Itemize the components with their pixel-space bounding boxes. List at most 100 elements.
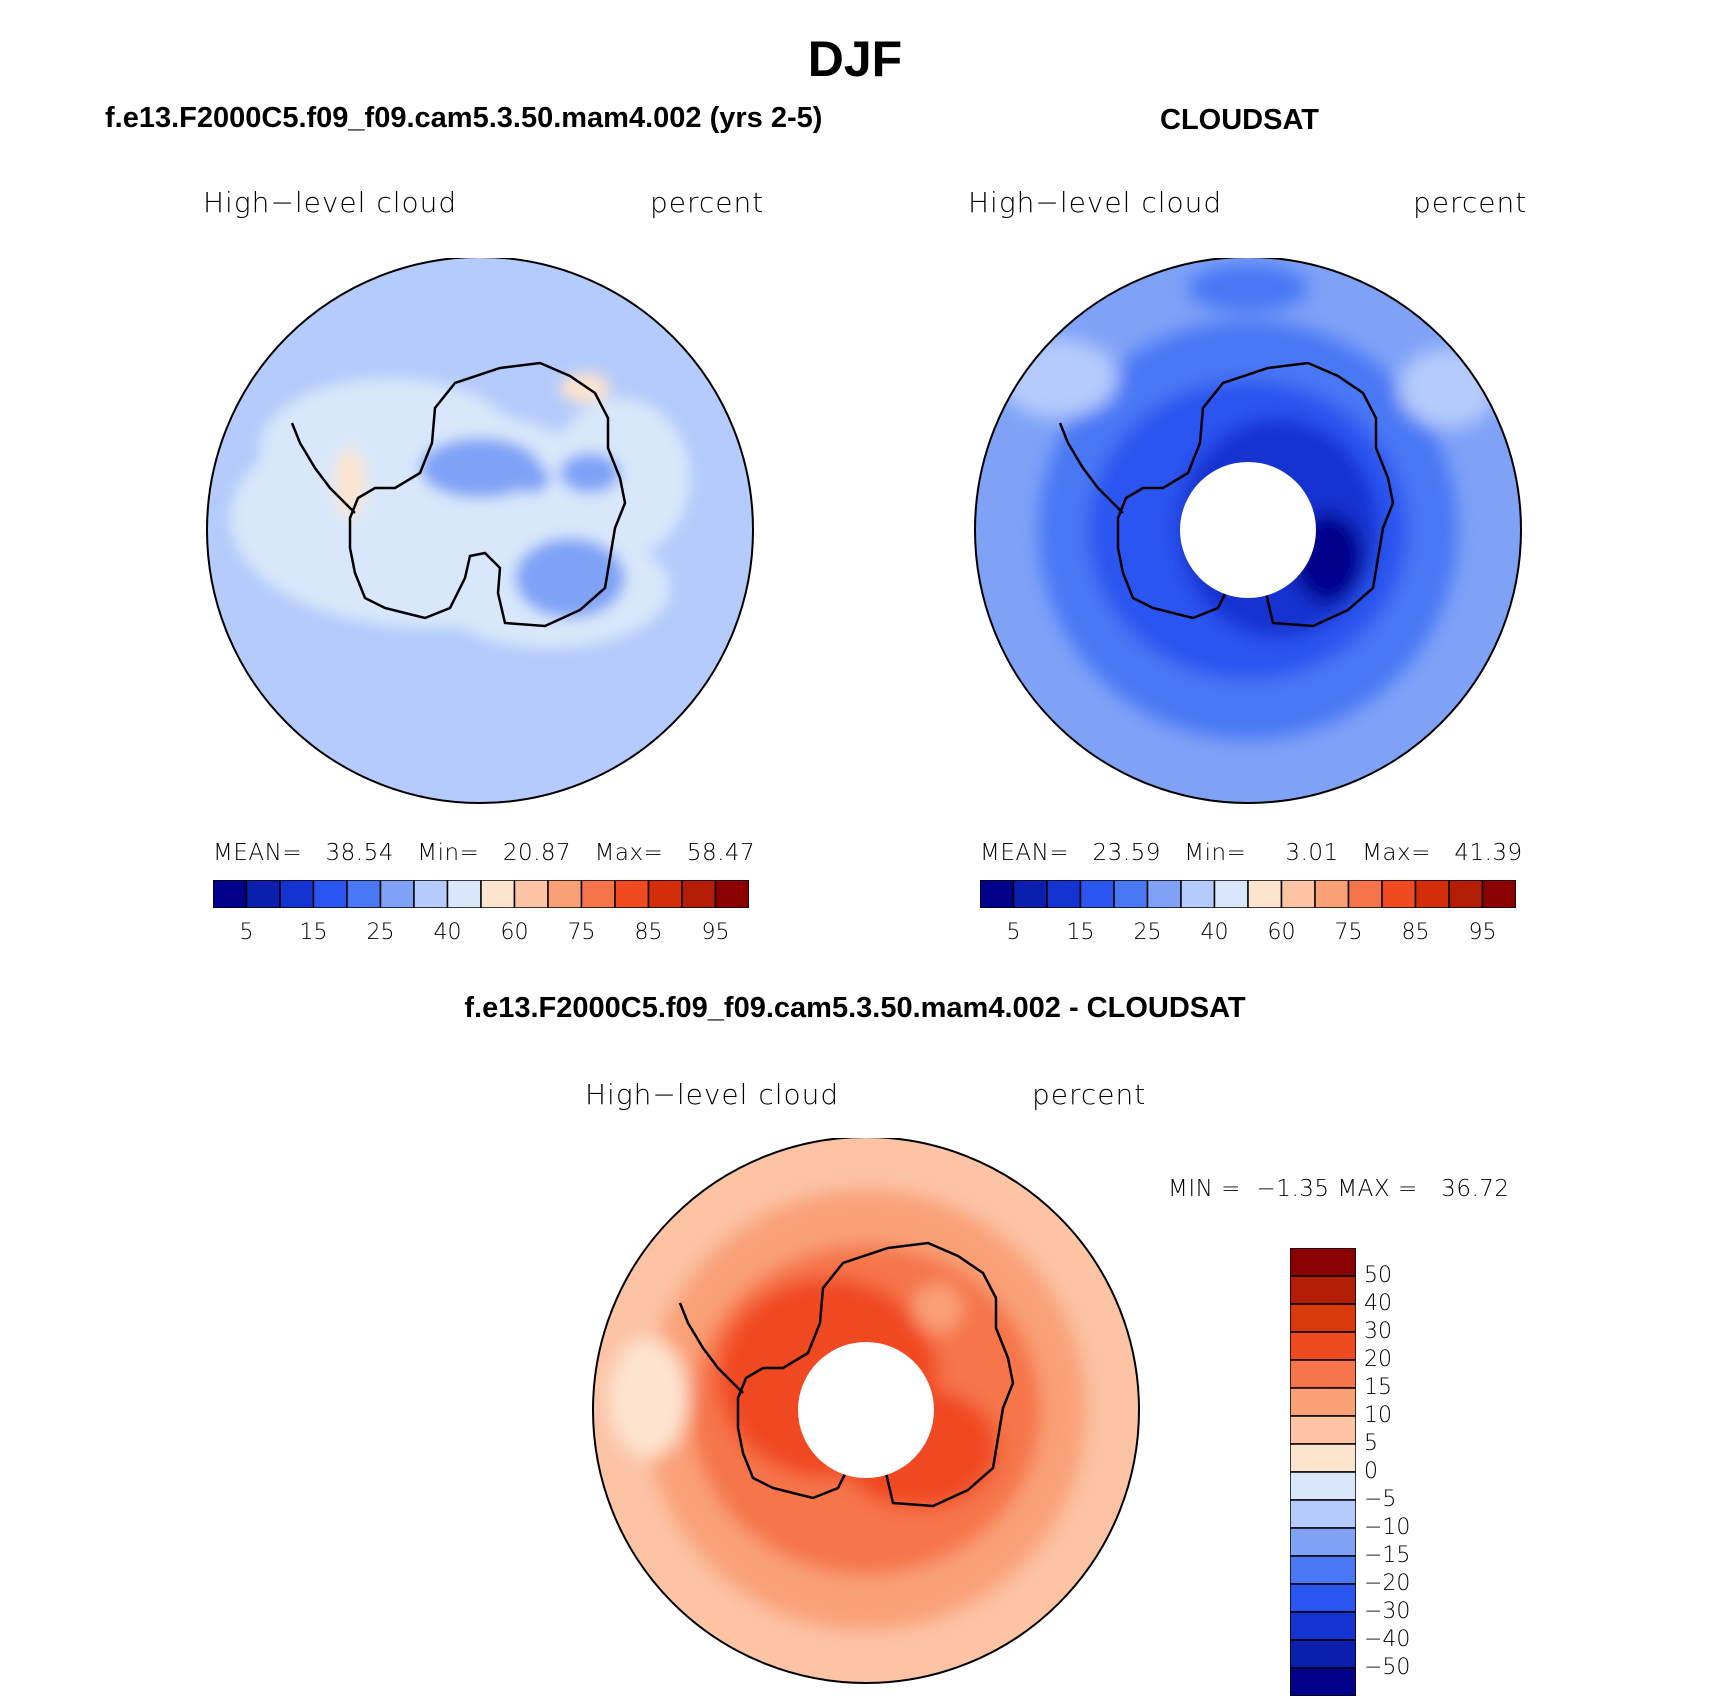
colorbar-tick-label: 15 <box>1066 920 1095 945</box>
colorbar-box <box>1213 880 1249 908</box>
colorbar-box <box>1448 880 1484 908</box>
colorbar-box <box>1046 880 1082 908</box>
colorbar-box <box>547 880 583 908</box>
colorbar-box <box>1290 1555 1356 1585</box>
colorbar-box <box>312 880 348 908</box>
model-variable-label: High−level cloud <box>203 186 458 219</box>
colorbar-tick-label: −15 <box>1364 1543 1411 1568</box>
model-stats: MEAN= 38.54 Min= 20.87 Max= 58.47 <box>213 840 756 866</box>
colorbar-tick-label: −5 <box>1364 1487 1397 1512</box>
colorbar-box <box>1290 1303 1356 1333</box>
colorbar-tick-label: 25 <box>1133 920 1162 945</box>
colorbar-box <box>213 880 248 908</box>
colorbar-box <box>1247 880 1283 908</box>
colorbar-tick-label: −50 <box>1364 1655 1411 1680</box>
diff-stats: MIN = −1.35 MAX = 36.72 <box>1168 1176 1510 1202</box>
colorbar-box <box>1290 1443 1356 1473</box>
colorbar-box <box>1290 1248 1356 1277</box>
obs-units-label: percent <box>1413 186 1528 219</box>
colorbar-box <box>1146 880 1182 908</box>
colorbar-tick-label: 50 <box>1364 1263 1392 1288</box>
colorbar-tick-label: 5 <box>1364 1431 1378 1456</box>
obs-panel-title: CLOUDSAT <box>1160 104 1319 136</box>
diff-panel-title: f.e13.F2000C5.f09_f09.cam5.3.50.mam4.002… <box>464 992 1246 1024</box>
colorbar-tick-label: 60 <box>1267 920 1296 945</box>
colorbar-box <box>446 880 482 908</box>
colorbar-tick-label: −10 <box>1364 1515 1411 1540</box>
colorbar-tick-label: 60 <box>500 920 529 945</box>
colorbar-box <box>279 880 315 908</box>
model-colorbar <box>213 880 749 908</box>
colorbar-tick-label: 40 <box>433 920 462 945</box>
colorbar-box <box>647 880 683 908</box>
colorbar-box <box>379 880 415 908</box>
obs-variable-label: High−level cloud <box>968 186 1223 219</box>
colorbar-box <box>1290 1387 1356 1417</box>
colorbar-tick-label: −40 <box>1364 1627 1411 1652</box>
colorbar-box <box>1290 1331 1356 1361</box>
obs-colorbar <box>980 880 1516 908</box>
colorbar-box <box>346 880 382 908</box>
colorbar-box <box>1290 1611 1356 1641</box>
colorbar-box <box>714 880 749 908</box>
colorbar-tick-label: 0 <box>1364 1459 1378 1484</box>
colorbar-box <box>245 880 281 908</box>
colorbar-tick-label: 5 <box>1006 920 1021 945</box>
colorbar-tick-label: 75 <box>567 920 596 945</box>
colorbar-tick-label: 95 <box>1468 920 1497 945</box>
colorbar-tick-label: 10 <box>1364 1403 1392 1428</box>
colorbar-box <box>614 880 650 908</box>
colorbar-box <box>980 880 1015 908</box>
colorbar-box <box>1347 880 1383 908</box>
colorbar-box <box>1290 1499 1356 1529</box>
colorbar-box <box>1290 1583 1356 1613</box>
colorbar-box <box>1290 1667 1356 1696</box>
colorbar-box <box>1481 880 1516 908</box>
model-polar-map <box>206 258 754 804</box>
obs-missing-data-hole <box>1180 462 1316 598</box>
model-units-label: percent <box>650 186 765 219</box>
colorbar-box <box>580 880 616 908</box>
colorbar-box <box>1290 1275 1356 1305</box>
colorbar-tick-label: 75 <box>1334 920 1363 945</box>
colorbar-box <box>1079 880 1115 908</box>
colorbar-tick-label: 30 <box>1364 1319 1392 1344</box>
colorbar-box <box>1113 880 1149 908</box>
colorbar-box <box>513 880 549 908</box>
colorbar-box <box>1290 1415 1356 1445</box>
colorbar-tick-label: 5 <box>239 920 254 945</box>
colorbar-box <box>1012 880 1048 908</box>
colorbar-box <box>1290 1527 1356 1557</box>
colorbar-box <box>1314 880 1350 908</box>
colorbar-tick-label: −30 <box>1364 1599 1411 1624</box>
colorbar-tick-label: −20 <box>1364 1571 1411 1596</box>
colorbar-tick-label: 85 <box>1401 920 1430 945</box>
diff-missing-data-hole <box>798 1342 934 1478</box>
colorbar-box <box>1290 1639 1356 1669</box>
colorbar-tick-label: 85 <box>634 920 663 945</box>
obs-polar-map <box>974 258 1522 804</box>
colorbar-tick-label: 95 <box>701 920 730 945</box>
colorbar-box <box>1290 1359 1356 1389</box>
colorbar-tick-label: 25 <box>366 920 395 945</box>
diff-variable-label: High−level cloud <box>585 1078 840 1111</box>
diff-colorbar <box>1290 1248 1356 1696</box>
colorbar-box <box>1290 1471 1356 1501</box>
colorbar-tick-label: 40 <box>1364 1291 1392 1316</box>
colorbar-tick-label: 15 <box>1364 1375 1392 1400</box>
colorbar-box <box>1180 880 1216 908</box>
colorbar-box <box>480 880 516 908</box>
obs-stats: MEAN= 23.59 Min= 3.01 Max= 41.39 <box>980 840 1523 866</box>
colorbar-box <box>1280 880 1316 908</box>
model-panel-title: f.e13.F2000C5.f09_f09.cam5.3.50.mam4.002… <box>105 102 823 134</box>
colorbar-tick-label: 40 <box>1200 920 1229 945</box>
colorbar-box <box>1381 880 1417 908</box>
colorbar-tick-label: 15 <box>299 920 328 945</box>
diff-units-label: percent <box>1032 1078 1147 1111</box>
main-title: DJF <box>807 31 903 87</box>
colorbar-box <box>1414 880 1450 908</box>
colorbar-tick-label: 20 <box>1364 1347 1392 1372</box>
colorbar-box <box>413 880 449 908</box>
diff-polar-map <box>592 1138 1140 1684</box>
colorbar-box <box>681 880 717 908</box>
